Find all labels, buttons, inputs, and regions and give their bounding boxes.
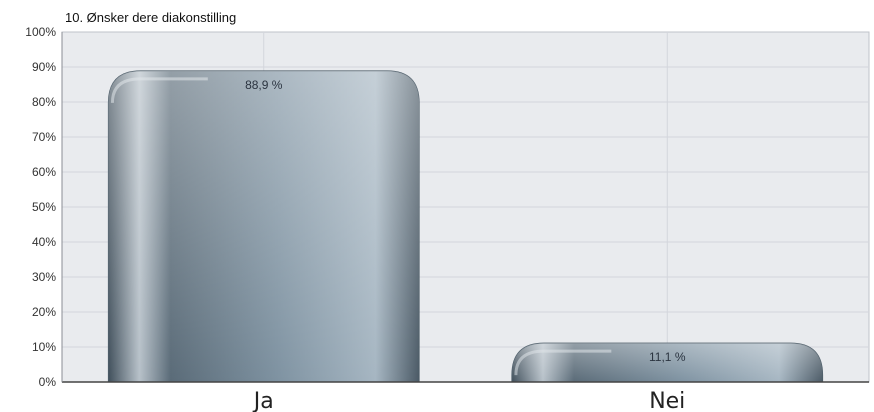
y-tick-label: 100% xyxy=(25,25,56,39)
y-axis-tick-labels: 0% 10% 20% 30% 40% 50% 60% 70% 80% 90% 100% xyxy=(25,25,56,389)
y-tick-label: 90% xyxy=(32,60,56,74)
value-label: 11,1 % xyxy=(649,350,686,364)
y-tick-label: 40% xyxy=(32,235,56,249)
bar-shine xyxy=(108,70,420,382)
x-axis-category-labels: Ja Nei xyxy=(252,389,686,412)
y-tick-label: 80% xyxy=(32,95,56,109)
category-label: Ja xyxy=(252,389,274,412)
bar-shine xyxy=(511,343,823,382)
y-tick-label: 20% xyxy=(32,305,56,319)
y-tick-label: 0% xyxy=(39,375,57,389)
value-label: 88,9 % xyxy=(245,78,283,92)
chart-title: 10. Ønsker dere diakonstilling xyxy=(65,10,236,25)
bars xyxy=(107,70,824,383)
category-label: Nei xyxy=(649,389,685,412)
y-tick-label: 60% xyxy=(32,165,56,179)
y-tick-label: 50% xyxy=(32,200,56,214)
y-tick-label: 30% xyxy=(32,270,56,284)
y-tick-label: 10% xyxy=(32,340,56,354)
y-tick-label: 70% xyxy=(32,130,56,144)
value-labels: 88,9 % 11,1 % xyxy=(245,78,686,364)
